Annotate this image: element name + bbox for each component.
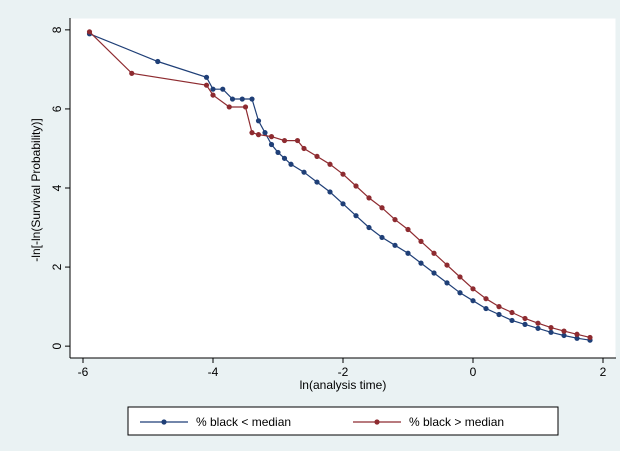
data-point	[483, 296, 489, 302]
data-point	[470, 286, 476, 292]
data-point	[574, 331, 580, 337]
data-point	[255, 132, 262, 138]
y-tick-label: 4	[50, 184, 64, 191]
data-point	[366, 195, 372, 201]
data-point	[281, 155, 288, 161]
data-point	[444, 262, 450, 268]
legend: % black < median % black > median	[127, 406, 559, 436]
data-point	[457, 290, 463, 296]
x-axis-title: ln(analysis time)	[300, 378, 387, 392]
data-point	[431, 250, 437, 256]
data-point	[268, 141, 275, 148]
data-point	[301, 145, 307, 152]
data-point	[587, 334, 593, 341]
data-point	[340, 201, 346, 207]
y-axis-title: -ln[-ln(Survival Probability)]	[29, 118, 43, 261]
data-point	[483, 305, 489, 312]
data-point	[353, 213, 359, 219]
data-point	[220, 86, 226, 92]
data-point	[210, 92, 216, 98]
data-point	[392, 217, 398, 223]
x-tick-label: -6	[78, 365, 89, 379]
data-point	[496, 311, 502, 318]
legend-marker	[374, 419, 380, 425]
data-point	[444, 280, 450, 286]
data-point	[366, 224, 372, 231]
data-point	[203, 74, 210, 80]
data-point	[327, 189, 333, 195]
legend-label: % black > median	[409, 415, 504, 429]
data-point	[496, 304, 502, 310]
axes: -6 -4 -2 0 2 0 2 4 6 8	[50, 18, 616, 379]
data-point	[226, 104, 232, 110]
data-point	[522, 315, 528, 322]
data-point	[353, 183, 359, 189]
x-tick-label: -2	[338, 365, 349, 379]
series-1	[86, 31, 593, 343]
data-point	[210, 86, 216, 92]
y-tick-label: 6	[50, 105, 64, 112]
series-2	[86, 29, 593, 341]
legend-box	[127, 406, 559, 436]
data-point	[509, 309, 515, 316]
data-point	[470, 298, 476, 304]
data-point	[239, 96, 245, 102]
data-point	[249, 130, 255, 136]
data-point	[249, 96, 255, 102]
data-point	[314, 153, 320, 159]
y-tick-label: 0	[50, 342, 64, 349]
data-point	[457, 274, 463, 280]
series-line	[89, 31, 591, 338]
data-point	[535, 325, 541, 331]
data-point	[405, 250, 411, 256]
plot-area	[69, 17, 617, 359]
legend-item-1: % black < median	[140, 415, 291, 429]
legend-items: % black < median % black > median	[140, 415, 504, 429]
data-point	[548, 324, 554, 331]
legend-label: % black < median	[196, 415, 291, 429]
legend-marker	[161, 419, 167, 425]
data-point	[561, 328, 567, 334]
y-tick-label: 8	[50, 26, 64, 33]
data-point	[229, 96, 236, 102]
data-point	[281, 137, 288, 144]
data-point	[561, 332, 567, 339]
data-point	[418, 238, 424, 244]
data-point	[405, 226, 411, 233]
data-point	[294, 137, 301, 144]
data-point	[203, 82, 210, 88]
data-point	[268, 134, 275, 140]
legend-item-2: % black > median	[353, 415, 504, 429]
data-point	[255, 118, 262, 124]
data-point	[535, 320, 541, 326]
data-point	[262, 130, 268, 136]
data-point	[288, 161, 294, 167]
y-tick-label: 2	[50, 263, 64, 270]
data-point	[548, 329, 554, 335]
data-point	[129, 70, 135, 76]
data-point	[379, 234, 385, 241]
data-point	[155, 58, 161, 65]
data-point	[431, 270, 437, 276]
data-point	[392, 242, 398, 248]
data-point	[340, 171, 346, 177]
data-point	[327, 161, 333, 167]
data-point	[314, 179, 320, 185]
x-tick-label: -4	[208, 365, 219, 379]
data-point	[522, 321, 528, 327]
data-point	[242, 104, 249, 110]
data-point	[574, 335, 580, 341]
data-point	[275, 149, 281, 156]
x-tick-label: 0	[470, 365, 477, 379]
data-point	[379, 205, 385, 211]
x-tick-label: 2	[600, 365, 607, 379]
data-point	[509, 317, 515, 324]
data-point	[86, 29, 93, 35]
data-point	[418, 260, 424, 266]
data-point	[301, 169, 307, 175]
series-layer	[86, 29, 593, 343]
